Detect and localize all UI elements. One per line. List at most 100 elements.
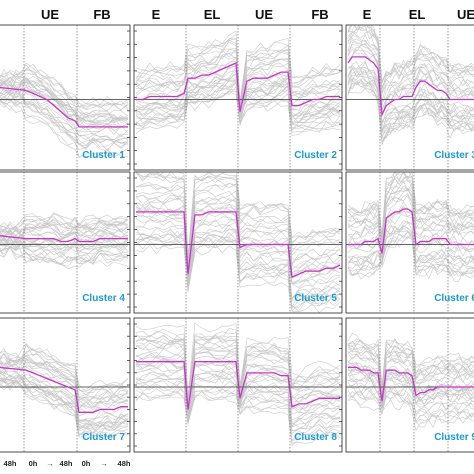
profile-line: [347, 88, 474, 146]
profile-line: [0, 373, 129, 426]
panel-cluster-7: Cluster 7: [0, 317, 131, 453]
profile-line: [0, 241, 129, 263]
profile-line: [0, 81, 128, 120]
x-tick-label: 0h: [82, 459, 91, 468]
profile-line: [0, 374, 129, 429]
profile-line: [0, 89, 128, 142]
cluster-mean-line: [0, 366, 128, 413]
column-header-e: E: [363, 7, 372, 22]
profile-line: [0, 362, 129, 409]
x-tick-label: 48h: [4, 459, 17, 468]
column-header-el: EL: [204, 7, 221, 22]
cluster-label: Cluster 5: [294, 293, 337, 304]
profile-line: [0, 227, 129, 240]
profile-line: [347, 382, 474, 415]
profile-line: [0, 374, 129, 424]
column-header-ue: UE: [457, 7, 474, 22]
cluster-label: Cluster 7: [82, 432, 125, 443]
profile-line: [0, 77, 129, 122]
panel-cluster-5: Cluster 5: [133, 171, 343, 314]
cluster-label: Cluster 1: [82, 150, 125, 161]
profile-line: [347, 42, 474, 103]
profile-line: [347, 49, 474, 111]
x-tick-label: 0h: [29, 459, 38, 468]
profile-line: [135, 237, 341, 312]
cluster-mean-line: [0, 86, 128, 128]
profile-line: [0, 69, 129, 111]
column-header-fb: FB: [93, 7, 110, 22]
panel-cluster-8: Cluster 8: [133, 317, 343, 453]
cluster-label: Cluster 6: [434, 293, 474, 304]
profile-line: [0, 218, 129, 237]
profile-line: [0, 352, 129, 399]
column-headers: UE FB E EL UE FB E EL UE: [41, 7, 474, 22]
profile-lines: [0, 212, 129, 270]
profile-line: [135, 377, 341, 430]
profile-line: [347, 46, 474, 115]
panel-cluster-6: Cluster 6: [345, 171, 474, 314]
profile-line: [347, 64, 474, 122]
cluster-label: Cluster 3: [434, 150, 474, 161]
profile-line: [0, 378, 129, 435]
profile-line: [347, 25, 474, 84]
profile-line: [0, 226, 129, 242]
profile-line: [0, 213, 129, 231]
profile-lines: [0, 62, 129, 158]
cluster-mean-line: [136, 361, 340, 410]
profile-line: [0, 101, 129, 158]
profile-lines: [347, 25, 474, 146]
x-tick-label: 48h: [60, 459, 73, 468]
profile-line: [0, 78, 129, 126]
profile-lines: [347, 332, 474, 432]
x-tick-label: →: [46, 459, 54, 468]
column-header-ue: UE: [41, 7, 59, 22]
profile-line: [0, 236, 129, 250]
profile-line: [135, 384, 341, 436]
cluster-label: Cluster 4: [82, 293, 125, 304]
profile-line: [0, 243, 129, 266]
profile-line: [0, 219, 129, 230]
profile-line: [347, 67, 474, 123]
profile-line: [0, 368, 129, 422]
panel-cluster-4: Cluster 4: [0, 171, 131, 314]
panel-cluster-1: Cluster 1: [0, 24, 131, 171]
profile-line: [135, 78, 341, 125]
panel-grid: Cluster 1 Cluster 2 Cluster 3 Cluster 4 Clus…: [0, 24, 474, 453]
panel-frame: [345, 24, 474, 171]
profile-line: [0, 379, 129, 434]
profile-line: [347, 172, 474, 242]
panel-cluster-9: Cluster 9: [345, 317, 474, 453]
panel-frame: [0, 24, 131, 171]
column-header-el: EL: [409, 7, 426, 22]
profile-line: [135, 214, 341, 285]
profile-line: [0, 80, 129, 128]
profile-line: [347, 38, 474, 106]
profile-line: [0, 364, 129, 417]
column-header-fb: FB: [311, 7, 328, 22]
profile-line: [347, 67, 474, 131]
profile-line: [135, 392, 341, 444]
profile-line: [0, 69, 129, 112]
panel-frame: [345, 171, 474, 314]
profile-line: [347, 172, 474, 235]
profile-line: [0, 78, 129, 123]
cluster-label: Cluster 9: [434, 432, 474, 443]
profile-line: [0, 380, 129, 437]
cluster-mean-line: [348, 208, 474, 254]
profile-line: [0, 242, 129, 267]
profile-line: [0, 348, 129, 394]
profile-line: [0, 62, 129, 108]
profile-line: [347, 81, 474, 143]
profile-line: [0, 355, 129, 404]
profile-line: [347, 41, 474, 100]
profile-line: [0, 90, 129, 144]
x-tick-label: 48h: [118, 459, 131, 468]
profile-line: [347, 176, 474, 243]
profile-line: [0, 68, 129, 111]
profile-line: [0, 96, 129, 149]
profile-line: [0, 370, 129, 428]
profile-line: [0, 76, 129, 118]
profile-line: [135, 178, 341, 265]
panel-cluster-3: Cluster 3: [345, 24, 474, 171]
